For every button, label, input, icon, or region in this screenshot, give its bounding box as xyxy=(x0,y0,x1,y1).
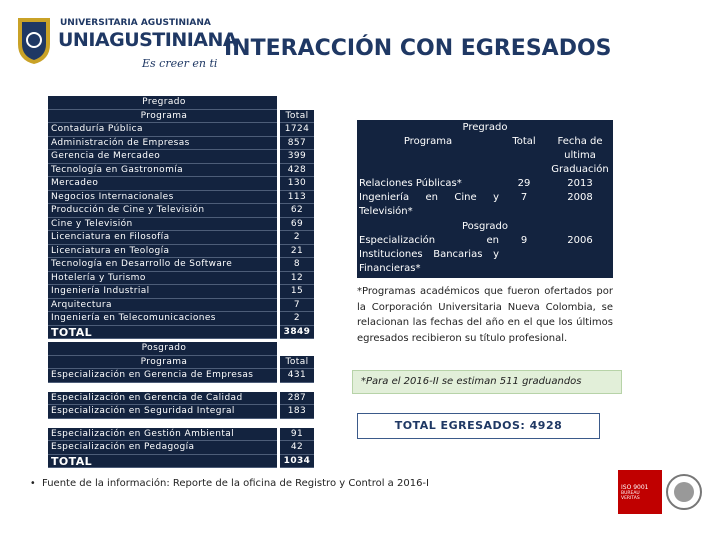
enrollment-table: Pregrado Programa Total Contaduría Pública 1… xyxy=(48,96,314,469)
program-name: Licenciatura en Filosofía xyxy=(48,231,277,245)
program-name: Especialización en Seguridad Integral xyxy=(48,405,277,419)
logo-shield xyxy=(18,18,50,64)
program-name: Administración de Empresas xyxy=(48,136,277,150)
total-label: TOTAL xyxy=(48,325,277,339)
program-name: Especialización en Gerencia de Empresas xyxy=(48,369,277,383)
program-name: Especialización en Pedagogía xyxy=(48,441,277,455)
program-total: 2 xyxy=(280,312,314,326)
footer-source: Fuente de la información: Reporte de la … xyxy=(42,478,429,489)
logo-line2: UNIAGUSTINIANA xyxy=(58,29,238,51)
column-header: Programa xyxy=(403,136,453,147)
estimate-box: *Para el 2016-II se estiman 511 graduand… xyxy=(352,370,622,394)
certification-badge: ISO 9001 BUREAU VERITAS xyxy=(618,470,662,514)
total-label: TOTAL xyxy=(48,454,277,468)
program-name: Ingeniería Industrial xyxy=(48,285,277,299)
column-header: Programa xyxy=(48,109,277,123)
program-total: 29 xyxy=(517,178,531,189)
section-header: Posgrado xyxy=(461,221,509,232)
program-total: 62 xyxy=(280,204,314,218)
column-header: Total xyxy=(512,136,536,147)
program-name: Tecnología en Gastronomía xyxy=(48,163,277,177)
cert-body: BUREAU VERITAS xyxy=(621,491,640,501)
program-total: 287 xyxy=(280,391,314,405)
column-header: Fecha de ultima Graduación xyxy=(551,136,609,175)
column-header: Total xyxy=(280,109,314,123)
program-name: Gerencia de Mercadeo xyxy=(48,150,277,164)
program-total: 7 xyxy=(280,298,314,312)
program-name: Relaciones Públicas* xyxy=(359,178,462,189)
closed-programs-table: Pregrado Programa Total Fecha de ultima Gra… xyxy=(357,120,613,278)
total-value: 3849 xyxy=(280,325,314,339)
program-total: 9 xyxy=(520,235,528,246)
program-name: Especialización en Instituciones Bancari… xyxy=(359,235,499,274)
program-name: Ingeniería en Cine y Televisión* xyxy=(359,192,499,217)
section-header: Posgrado xyxy=(48,342,277,356)
program-total: 113 xyxy=(280,190,314,204)
program-name: Especialización en Gerencia de Calidad xyxy=(48,391,277,405)
cert-standard: ISO 9001 xyxy=(621,484,649,491)
program-name: Mercadeo xyxy=(48,177,277,191)
program-total: 7 xyxy=(520,192,528,203)
program-total: 1724 xyxy=(280,123,314,137)
program-total: 857 xyxy=(280,136,314,150)
column-header: Total xyxy=(280,355,314,369)
program-total: 15 xyxy=(280,285,314,299)
program-total: 91 xyxy=(280,427,314,441)
program-total: 69 xyxy=(280,217,314,231)
cert-seal xyxy=(666,474,702,510)
total-value: 1034 xyxy=(280,454,314,468)
program-total: 2 xyxy=(280,231,314,245)
graduation-year: 2008 xyxy=(567,192,593,203)
program-name: Cine y Televisión xyxy=(48,217,277,231)
grand-total: TOTAL EGRESADOS: 4928 xyxy=(357,413,600,439)
program-total: 428 xyxy=(280,163,314,177)
slide-title: INTERACCIÓN CON EGRESADOS xyxy=(224,36,612,61)
program-total: 431 xyxy=(280,369,314,383)
logo-line1: UNIVERSITARIA AGUSTINIANA xyxy=(60,18,211,28)
section-header: Pregrado xyxy=(48,96,277,110)
logo-tagline: Es creer en ti xyxy=(142,57,218,70)
note: *Programas académicos que fueron ofertad… xyxy=(357,286,613,344)
program-total: 399 xyxy=(280,150,314,164)
program-total: 12 xyxy=(280,271,314,285)
column-header: Programa xyxy=(48,355,277,369)
program-total: 8 xyxy=(280,258,314,272)
program-total: 42 xyxy=(280,441,314,455)
program-name: Tecnología en Desarrollo de Software xyxy=(48,258,277,272)
program-total: 130 xyxy=(280,177,314,191)
program-name: Licenciatura en Teología xyxy=(48,244,277,258)
graduation-year: 2006 xyxy=(567,235,593,246)
program-total: 183 xyxy=(280,405,314,419)
program-name: Ingeniería en Telecomunicaciones xyxy=(48,312,277,326)
program-name: Especialización en Gestión Ambiental xyxy=(48,427,277,441)
program-name: Producción de Cine y Televisión xyxy=(48,204,277,218)
program-name: Arquitectura xyxy=(48,298,277,312)
footer-bullet: • xyxy=(30,478,36,489)
graduation-year: 2013 xyxy=(567,178,593,189)
program-name: Negocios Internacionales xyxy=(48,190,277,204)
program-total: 21 xyxy=(280,244,314,258)
program-name: Contaduría Pública xyxy=(48,123,277,137)
section-header: Pregrado xyxy=(462,122,508,133)
program-name: Hotelería y Turismo xyxy=(48,271,277,285)
